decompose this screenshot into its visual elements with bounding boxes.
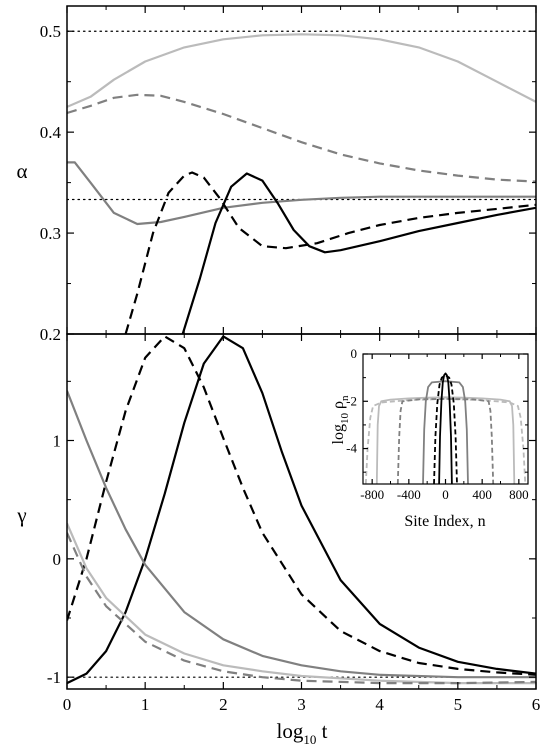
bottom-ytick-label-0: -1 [47,668,61,687]
inset-xtick-label-2: 0 [442,487,449,502]
inset-xtick-label-3: 400 [472,487,492,502]
x-axis-title: log10 t [277,719,328,747]
inset-series-2-line [396,397,495,484]
inset-series-0-line [375,396,516,484]
bottom-xtick-label-5: 5 [454,695,463,714]
bottom-series-group [66,335,537,685]
bottom-series-0-line [67,335,536,685]
inset-xtick-label-0: -800 [360,487,384,502]
top-ytick-label-3: 0.5 [40,22,61,41]
inset-y-axis-title: log10 ρn [330,395,351,444]
top-series-4-line [181,172,536,334]
bottom-series-2-line [67,390,536,679]
inset-ytick-label-1: -2 [346,393,357,408]
top-ytick-label-0: 0.2 [40,325,61,344]
bottom-ytick-label-1: 0 [53,550,62,569]
top-ticks: 0.2 0.3 0.4 0.5 [40,6,537,344]
bottom-y-axis-title: γ [16,503,26,527]
inset-series-1-line [364,397,527,484]
inset-series-5-line [438,372,453,484]
top-frame [66,5,537,335]
top-y-axis-title: α [16,159,27,183]
bottom-xtick-label-2: 2 [219,695,228,714]
inset: 0 -2 -4 -800 -400 0 400 800 Site Index, n log10… [330,346,529,530]
inset-series-group [364,372,527,484]
top-ytick-label-1: 0.3 [40,224,61,243]
bottom-xtick-label-4: 4 [375,695,384,714]
top-series-3-line [124,171,536,334]
bottom-series-3-line [67,522,536,685]
top-series-group [66,30,537,334]
inset-ytick-label-0: 0 [351,346,358,361]
inset-ticks: 0 -2 -4 -800 -400 0 400 800 [346,346,528,502]
bottom-ytick-label-2: 1 [53,432,62,451]
bottom-xtick-label-0: 0 [63,695,72,714]
inset-x-axis-title: Site Index, n [404,513,485,530]
inset-series-4-line [433,374,458,484]
inset-xtick-label-1: -400 [397,487,421,502]
bottom-xtick-label-3: 3 [297,695,306,714]
bottom-series-4-line [67,532,536,685]
inset-ytick-label-2: -4 [346,441,357,456]
bottom-xtick-label-6: 6 [532,695,541,714]
top-series-1-line [67,93,536,183]
bottom-xtick-label-1: 1 [141,695,150,714]
top-panel: 0.2 0.3 0.4 0.5 α [16,5,537,344]
inset-series-3-line [422,380,469,484]
top-series-0-line [67,33,536,108]
top-series-2-line [67,161,536,226]
top-ytick-label-2: 0.4 [40,123,62,142]
inset-xtick-label-4: 800 [509,487,529,502]
bottom-series-1-line [67,335,536,676]
